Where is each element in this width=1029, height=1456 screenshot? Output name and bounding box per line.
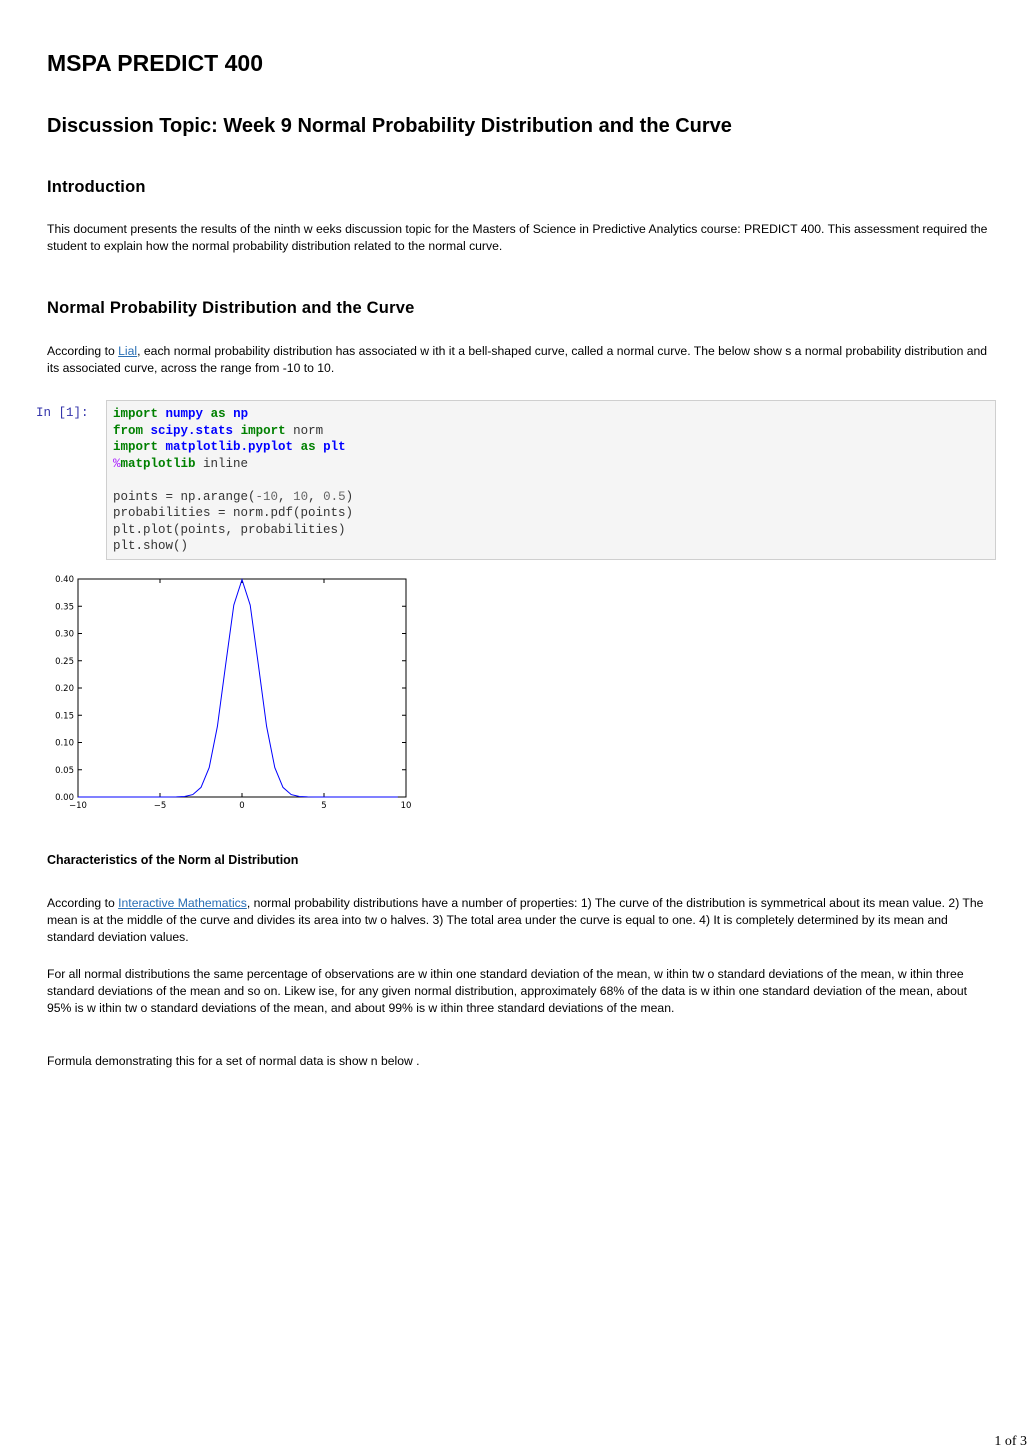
introduction-paragraph: This document presents the results of th…	[47, 222, 988, 253]
input-prompt: In [1]:	[36, 406, 89, 420]
normal-distribution-heading: Normal Probability Distribution and the …	[47, 299, 415, 317]
code-keyword: import	[240, 423, 286, 438]
introduction-heading: Introduction	[47, 178, 146, 196]
y-tick-label: 0.00	[55, 793, 74, 803]
y-tick-label: 0.35	[55, 602, 74, 612]
y-tick-label: 0.30	[55, 630, 74, 640]
paragraph-text-suffix: , normal probability distributions have …	[47, 896, 984, 944]
page-title: MSPA PREDICT 400	[47, 50, 263, 76]
y-tick-label: 0.10	[55, 739, 74, 749]
y-tick-label: 0.15	[55, 711, 74, 721]
page-number: 1 of 3	[994, 1434, 1027, 1449]
code-module: matplotlib.pyplot	[165, 440, 294, 454]
formula-intro-paragraph: Formula demonstrating this for a set of …	[47, 1054, 420, 1068]
code-block: import numpy as np from scipy.stats impo…	[113, 407, 354, 553]
x-tick-label: 5	[321, 801, 326, 811]
code-keyword: as	[210, 407, 226, 421]
code-module: scipy.stats	[150, 423, 234, 438]
x-tick-label: −10	[69, 801, 87, 811]
normal-curve-chart: −10 −5 0 5 10 0.00 0.05 0.10 0.15 0.20 0.25 0.30 0.3…	[55, 575, 412, 811]
code-module: numpy	[165, 407, 204, 421]
code-keyword: as	[300, 440, 316, 454]
paragraph-text-prefix: According to	[47, 344, 119, 358]
paragraph-text-prefix: According to	[47, 896, 119, 910]
normal-pdf-line	[78, 577, 398, 798]
interactive-mathematics-link[interactable]: Interactive Mathematics	[118, 896, 247, 910]
y-tick-label: 0.25	[55, 657, 74, 667]
characteristics-paragraph-2: For all normal distributions the same pe…	[47, 967, 968, 1015]
plot-frame	[77, 578, 407, 798]
code-alias: np	[233, 407, 249, 421]
characteristics-heading: Characteristics of the Norm al Distribut…	[47, 853, 299, 867]
paragraph-text-suffix: , each normal probability distribution h…	[47, 344, 988, 375]
code-keyword: from	[113, 423, 144, 438]
y-tick-label: 0.05	[55, 766, 74, 776]
y-tick-label: 0.20	[55, 684, 74, 694]
code-alias: plt	[323, 440, 346, 454]
x-tick-label: −5	[154, 801, 167, 811]
x-tick-label: 0	[239, 801, 244, 811]
code-keyword: import	[113, 440, 159, 454]
code-keyword: import	[113, 407, 159, 421]
y-tick-label: 0.40	[55, 575, 74, 585]
characteristics-paragraph-1: According to Interactive Mathematics, no…	[47, 895, 992, 946]
x-tick-label: 10	[401, 801, 412, 811]
lial-link[interactable]: Lial	[118, 344, 138, 358]
code-magic: %	[113, 456, 121, 471]
discussion-subtitle: Discussion Topic: Week 9 Normal Probabil…	[47, 115, 732, 137]
normal-distribution-paragraph: According to Lial, each normal probabili…	[47, 343, 992, 377]
code-cell[interactable]: import numpy as np from scipy.stats impo…	[106, 400, 996, 560]
code-magic: matplotlib	[120, 456, 196, 471]
